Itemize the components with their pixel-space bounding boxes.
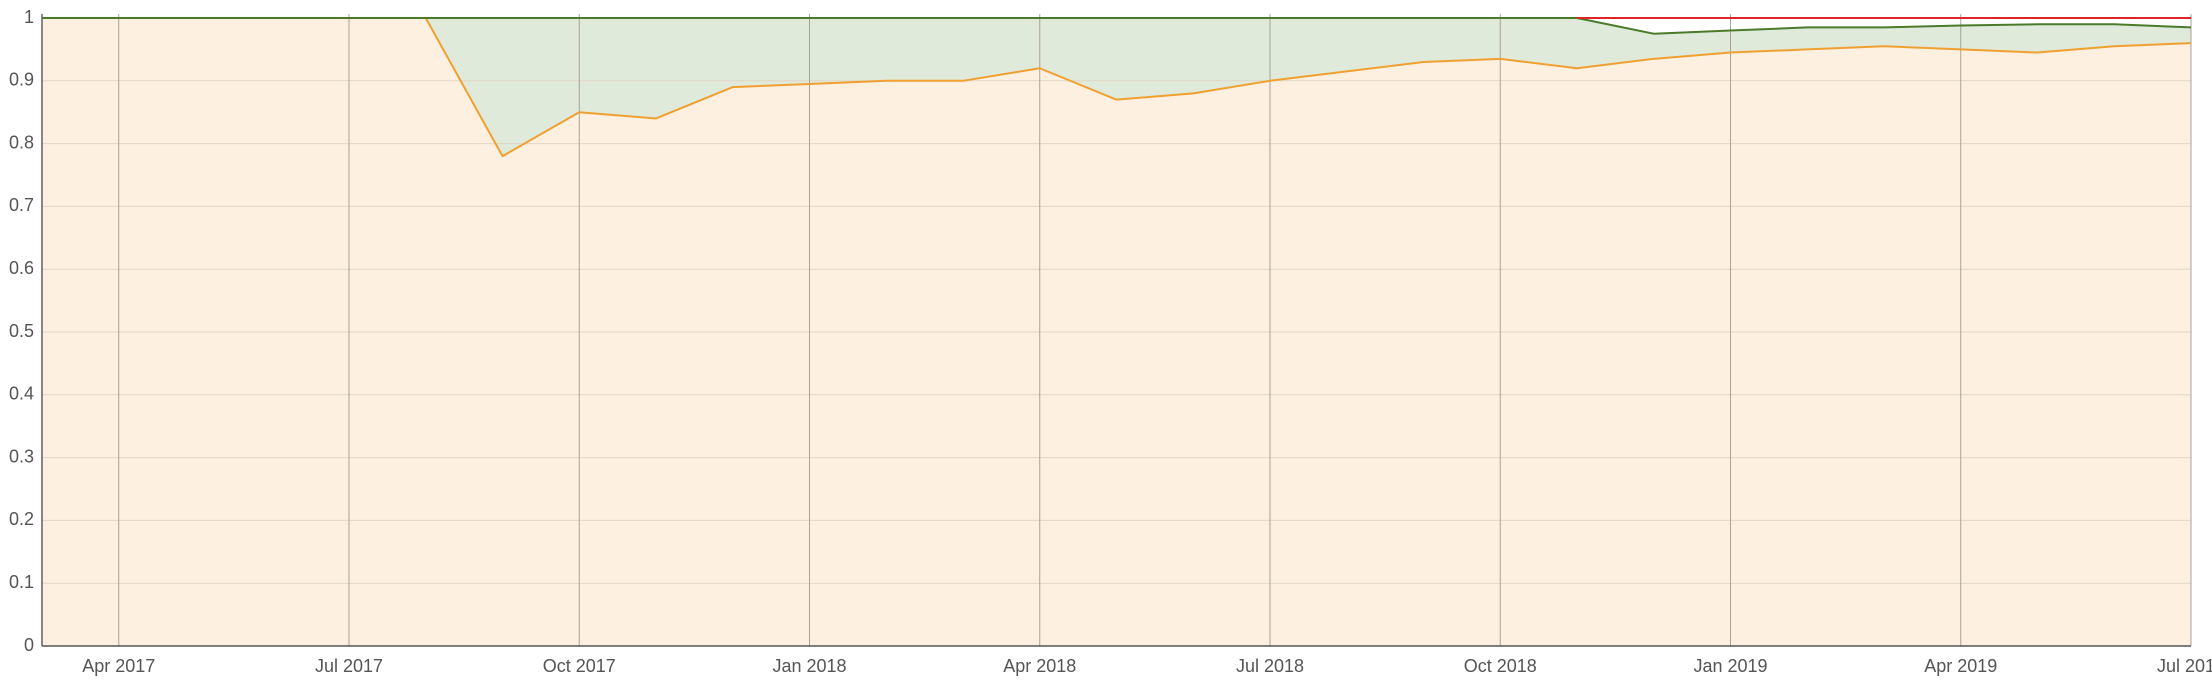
y-tick-label: 0 — [24, 635, 34, 655]
x-tick-label: Jul 2018 — [1236, 656, 1304, 676]
y-tick-label: 0.3 — [9, 446, 34, 466]
y-tick-label: 0.8 — [9, 132, 34, 152]
x-tick-label: Apr 2017 — [82, 656, 155, 676]
x-tick-label: Apr 2018 — [1003, 656, 1076, 676]
y-tick-label: 0.5 — [9, 321, 34, 341]
x-tick-label: Oct 2017 — [543, 656, 616, 676]
y-tick-label: 1 — [24, 7, 34, 27]
x-tick-label: Jul 2019 — [2157, 656, 2212, 676]
lines — [42, 17, 2192, 158]
x-tick-label: Oct 2018 — [1464, 656, 1537, 676]
x-tick-label: Jul 2017 — [315, 656, 383, 676]
y-tick-label: 0.2 — [9, 509, 34, 529]
x-tick-label: Jan 2018 — [772, 656, 846, 676]
x-tick-label: Jan 2019 — [1693, 656, 1767, 676]
series-line — [42, 17, 2192, 35]
x-tick-label: Apr 2019 — [1924, 656, 1997, 676]
y-tick-label: 0.7 — [9, 195, 34, 215]
y-tick-label: 0.4 — [9, 384, 34, 404]
y-tick-label: 0.6 — [9, 258, 34, 278]
y-tick-label: 0.9 — [9, 70, 34, 90]
y-tick-label: 0.1 — [9, 572, 34, 592]
